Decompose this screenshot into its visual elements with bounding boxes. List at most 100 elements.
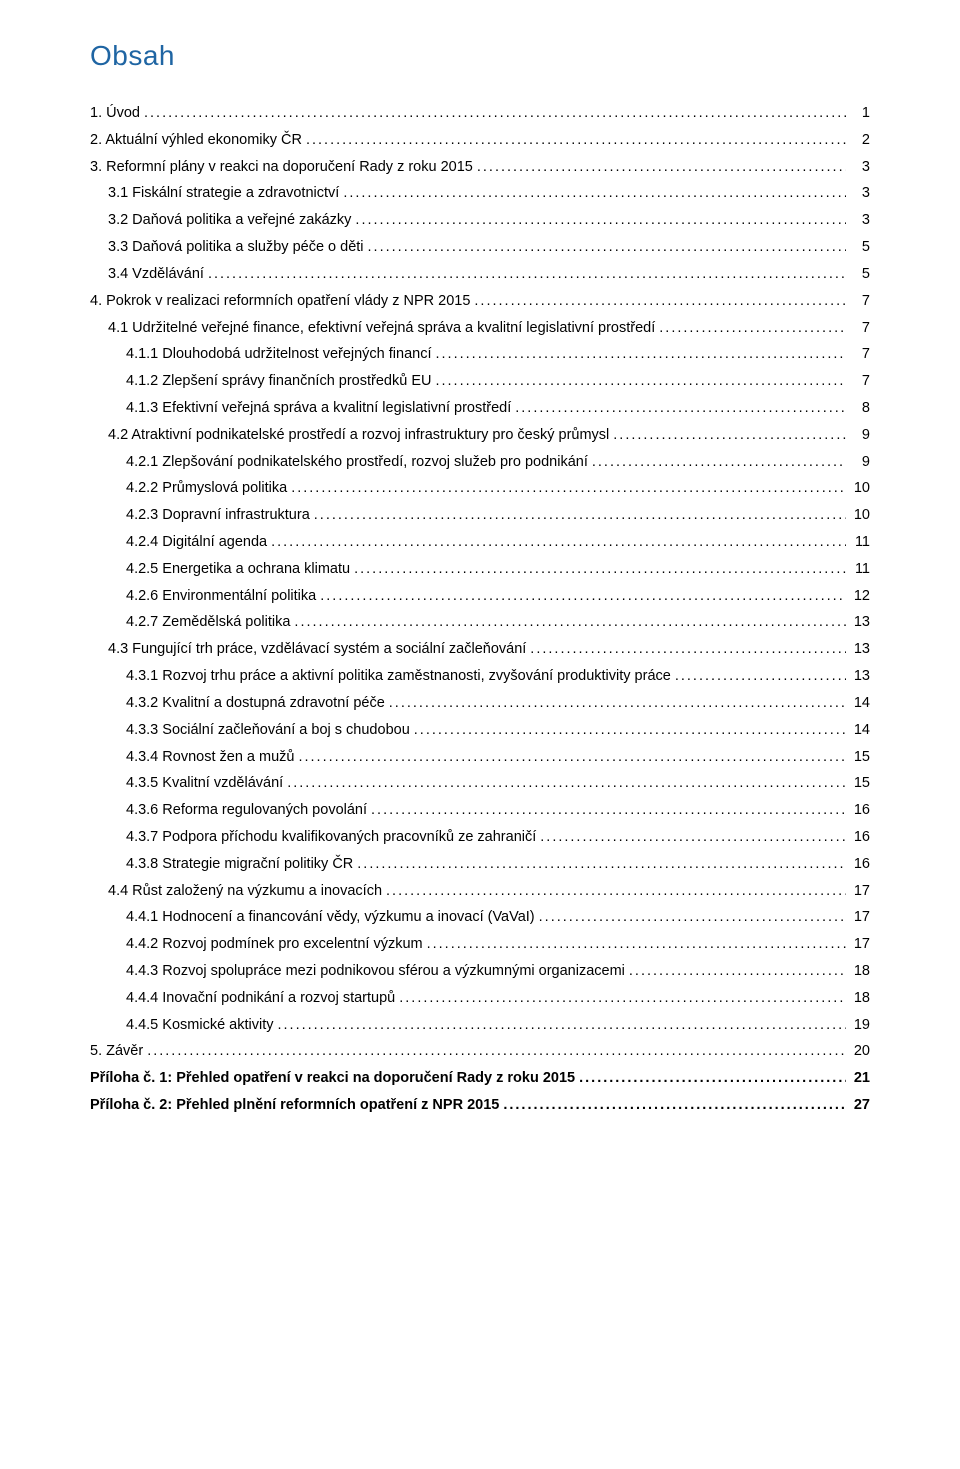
toc-entry-label: 4.3.6 Reforma regulovaných povolání [126,797,367,824]
toc-entry-label: 4.2 Atraktivní podnikatelské prostředí a… [108,422,609,449]
toc-entry-label: 4.3.7 Podpora příchodu kvalifikovaných p… [126,824,536,851]
toc-entry[interactable]: 3.1 Fiskální strategie a zdravotnictví3 [90,180,870,207]
toc-entry-page: 3 [850,180,870,207]
toc-entry[interactable]: 4.2.6 Environmentální politika12 [90,583,870,610]
toc-entry[interactable]: 4.4.3 Rozvoj spolupráce mezi podnikovou … [90,958,870,985]
toc-leader-dots [414,717,846,744]
toc-entry-label: 4.2.5 Energetika a ochrana klimatu [126,556,350,583]
toc-entry-label: 4.4.1 Hodnocení a financování vědy, výzk… [126,904,535,931]
toc-entry[interactable]: 4.3.7 Podpora příchodu kvalifikovaných p… [90,824,870,851]
toc-leader-dots [291,475,846,502]
toc-entry[interactable]: 4.3.4 Rovnost žen a mužů 15 [90,744,870,771]
toc-leader-dots [208,261,846,288]
toc-entry[interactable]: 3.2 Daňová politika a veřejné zakázky 3 [90,207,870,234]
toc-entry-page: 10 [850,475,870,502]
toc-entry-page: 27 [850,1092,870,1119]
toc-entry-page: 20 [850,1038,870,1065]
toc-entry[interactable]: 4.3.6 Reforma regulovaných povolání 16 [90,797,870,824]
toc-leader-dots [306,127,846,154]
toc-entry[interactable]: 4.1.3 Efektivní veřejná správa a kvalitn… [90,395,870,422]
toc-entry-page: 17 [850,904,870,931]
toc-entry-label: 4.2.1 Zlepšování podnikatelského prostře… [126,449,588,476]
toc-entry-label: 2. Aktuální výhled ekonomiky ČR [90,127,302,154]
toc-leader-dots [147,1038,846,1065]
toc-entry[interactable]: 2. Aktuální výhled ekonomiky ČR 2 [90,127,870,154]
toc-entry-page: 7 [850,341,870,368]
toc-entry-page: 7 [850,288,870,315]
toc-entry-label: 4.3.3 Sociální začleňování a boj s chudo… [126,717,410,744]
toc-entry[interactable]: 4.2 Atraktivní podnikatelské prostředí a… [90,422,870,449]
toc-entry[interactable]: 4.4.5 Kosmické aktivity19 [90,1012,870,1039]
toc-entry-label: 4.1.3 Efektivní veřejná správa a kvalitn… [126,395,511,422]
toc-entry[interactable]: 4.2.2 Průmyslová politika 10 [90,475,870,502]
toc-leader-dots [368,234,846,261]
toc-entry-page: 12 [850,583,870,610]
toc-entry[interactable]: 1. Úvod1 [90,100,870,127]
toc-entry-page: 19 [850,1012,870,1039]
toc-entry-label: 4.2.2 Průmyslová politika [126,475,287,502]
toc-entry-page: 7 [850,368,870,395]
toc-entry-label: 4.2.3 Dopravní infrastruktura [126,502,310,529]
toc-leader-dots [386,878,846,905]
toc-leader-dots [629,958,846,985]
toc-entry-page: 16 [850,851,870,878]
toc-entry-page: 18 [850,958,870,985]
toc-entry[interactable]: 4.3.3 Sociální začleňování a boj s chudo… [90,717,870,744]
toc-entry[interactable]: 4.3.1 Rozvoj trhu práce a aktivní politi… [90,663,870,690]
toc-entry[interactable]: 4.2.5 Energetika a ochrana klimatu11 [90,556,870,583]
toc-entry[interactable]: 4.1 Udržitelné veřejné finance, efektivn… [90,315,870,342]
toc-leader-dots [435,368,846,395]
toc-entry[interactable]: 4.4 Růst založený na výzkumu a inovacích… [90,878,870,905]
toc-title: Obsah [90,40,870,72]
toc-entry-label: 3.4 Vzdělávání [108,261,204,288]
toc-entry-page: 3 [850,207,870,234]
toc-entry-label: 4.4.2 Rozvoj podmínek pro excelentní výz… [126,931,423,958]
toc-entry-page: 15 [850,744,870,771]
toc-entry-page: 16 [850,797,870,824]
toc-entry[interactable]: 4.4.1 Hodnocení a financování vědy, výzk… [90,904,870,931]
toc-leader-dots [371,797,846,824]
toc-entry[interactable]: 3.4 Vzdělávání5 [90,261,870,288]
toc-entry-label: 4.3.4 Rovnost žen a mužů [126,744,294,771]
toc-entry[interactable]: Příloha č. 1: Přehled opatření v reakci … [90,1065,870,1092]
toc-entry[interactable]: Příloha č. 2: Přehled plnění reformních … [90,1092,870,1119]
toc-entry[interactable]: 4.3.8 Strategie migrační politiky ČR16 [90,851,870,878]
toc-entry[interactable]: 4.2.1 Zlepšování podnikatelského prostře… [90,449,870,476]
toc-entry[interactable]: 4.4.4 Inovační podnikání a rozvoj startu… [90,985,870,1012]
toc-entry[interactable]: 3.3 Daňová politika a služby péče o děti… [90,234,870,261]
toc-leader-dots [530,636,846,663]
toc-entry[interactable]: 4.3.2 Kvalitní a dostupná zdravotní péče… [90,690,870,717]
toc-entry-page: 2 [850,127,870,154]
toc-entry[interactable]: 4.2.7 Zemědělská politika13 [90,609,870,636]
toc-entry[interactable]: 4.3.5 Kvalitní vzdělávání15 [90,770,870,797]
toc-leader-dots [144,100,846,127]
toc-leader-dots [389,690,846,717]
toc-entry[interactable]: 4.4.2 Rozvoj podmínek pro excelentní výz… [90,931,870,958]
toc-leader-dots [675,663,846,690]
toc-entry-label: 4.1.1 Dlouhodobá udržitelnost veřejných … [126,341,432,368]
toc-entry-label: 4.4.4 Inovační podnikání a rozvoj startu… [126,985,395,1012]
toc-entry-label: 4. Pokrok v realizaci reformních opatřen… [90,288,470,315]
toc-entry[interactable]: 5. Závěr20 [90,1038,870,1065]
toc-entry-label: Příloha č. 2: Přehled plnění reformních … [90,1092,499,1119]
toc-entry-page: 15 [850,770,870,797]
toc-leader-dots [540,824,846,851]
toc-entry[interactable]: 4. Pokrok v realizaci reformních opatřen… [90,288,870,315]
toc-entry[interactable]: 4.3 Fungující trh práce, vzdělávací syst… [90,636,870,663]
toc-entry-page: 21 [850,1065,870,1092]
toc-entry-label: 3.2 Daňová politika a veřejné zakázky [108,207,351,234]
toc-entry-label: 3. Reformní plány v reakci na doporučení… [90,154,473,181]
toc-entry[interactable]: 3. Reformní plány v reakci na doporučení… [90,154,870,181]
toc-entry-page: 9 [850,422,870,449]
toc-entry-page: 14 [850,717,870,744]
toc-leader-dots [539,904,846,931]
toc-entry[interactable]: 4.1.1 Dlouhodobá udržitelnost veřejných … [90,341,870,368]
toc-entry-label: 4.1.2 Zlepšení správy finančních prostře… [126,368,431,395]
toc-entry-page: 9 [850,449,870,476]
toc-entry[interactable]: 4.2.3 Dopravní infrastruktura10 [90,502,870,529]
toc-entry[interactable]: 4.1.2 Zlepšení správy finančních prostře… [90,368,870,395]
toc-entry[interactable]: 4.2.4 Digitální agenda11 [90,529,870,556]
toc-leader-dots [320,583,846,610]
toc-entry-label: 4.3.1 Rozvoj trhu práce a aktivní politi… [126,663,671,690]
toc-entry-label: 4.4 Růst založený na výzkumu a inovacích [108,878,382,905]
